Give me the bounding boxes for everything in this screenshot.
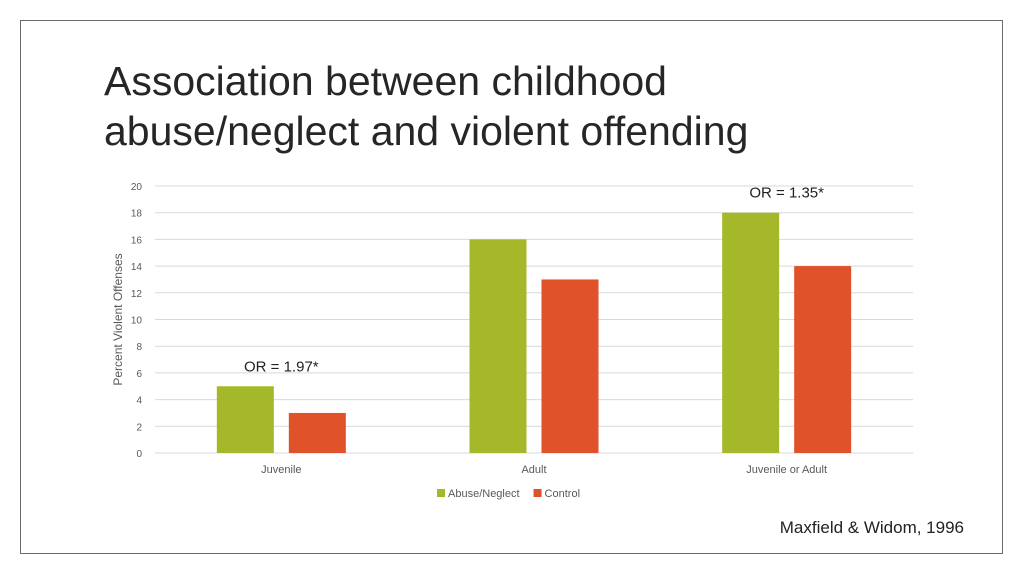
slide-title: Association between childhood abuse/negl…	[104, 56, 924, 156]
y-tick-label-6: 6	[136, 369, 142, 380]
y-tick-label-14: 14	[131, 262, 143, 273]
citation: Maxfield & Widom, 1996	[779, 518, 964, 537]
x-tick-label-0: Juvenile	[261, 464, 301, 476]
bar-control-juvenile-or-adult	[794, 266, 852, 453]
bar-control-adult	[541, 279, 599, 453]
y-tick-label-20: 20	[131, 182, 143, 193]
y-tick-label-18: 18	[131, 209, 143, 220]
y-tick-label-8: 8	[136, 342, 142, 353]
y-tick-label-10: 10	[131, 316, 143, 327]
legend-label-1: Control	[545, 488, 580, 500]
x-tick-label-1: Adult	[521, 464, 546, 476]
bar-abuse-neglect-juvenile	[216, 386, 274, 453]
legend-swatch-1	[533, 489, 542, 497]
legend-swatch-0	[437, 489, 445, 497]
annotation-or-0: OR = 1.97*	[244, 358, 319, 375]
y-tick-label-16: 16	[131, 235, 143, 246]
annotation-or-1: OR = 1.35*	[749, 185, 824, 202]
bar-abuse-neglect-juvenile-or-adult	[722, 212, 780, 453]
slide-title-line-2: abuse/neglect and violent offending	[104, 108, 749, 154]
y-tick-label-0: 0	[136, 449, 142, 460]
y-tick-label-12: 12	[131, 289, 143, 300]
y-tick-label-4: 4	[136, 396, 142, 407]
bar-control-juvenile	[288, 412, 346, 453]
y-axis-label: Percent Violent Offenses	[111, 253, 125, 385]
legend-label-0: Abuse/Neglect	[448, 488, 520, 500]
slide-title-line-1: Association between childhood	[104, 58, 667, 104]
x-tick-label-2: Juvenile or Adult	[746, 464, 827, 476]
bar-abuse-neglect-adult	[469, 239, 527, 453]
y-tick-label-2: 2	[136, 422, 142, 433]
slide-frame	[20, 20, 1003, 554]
